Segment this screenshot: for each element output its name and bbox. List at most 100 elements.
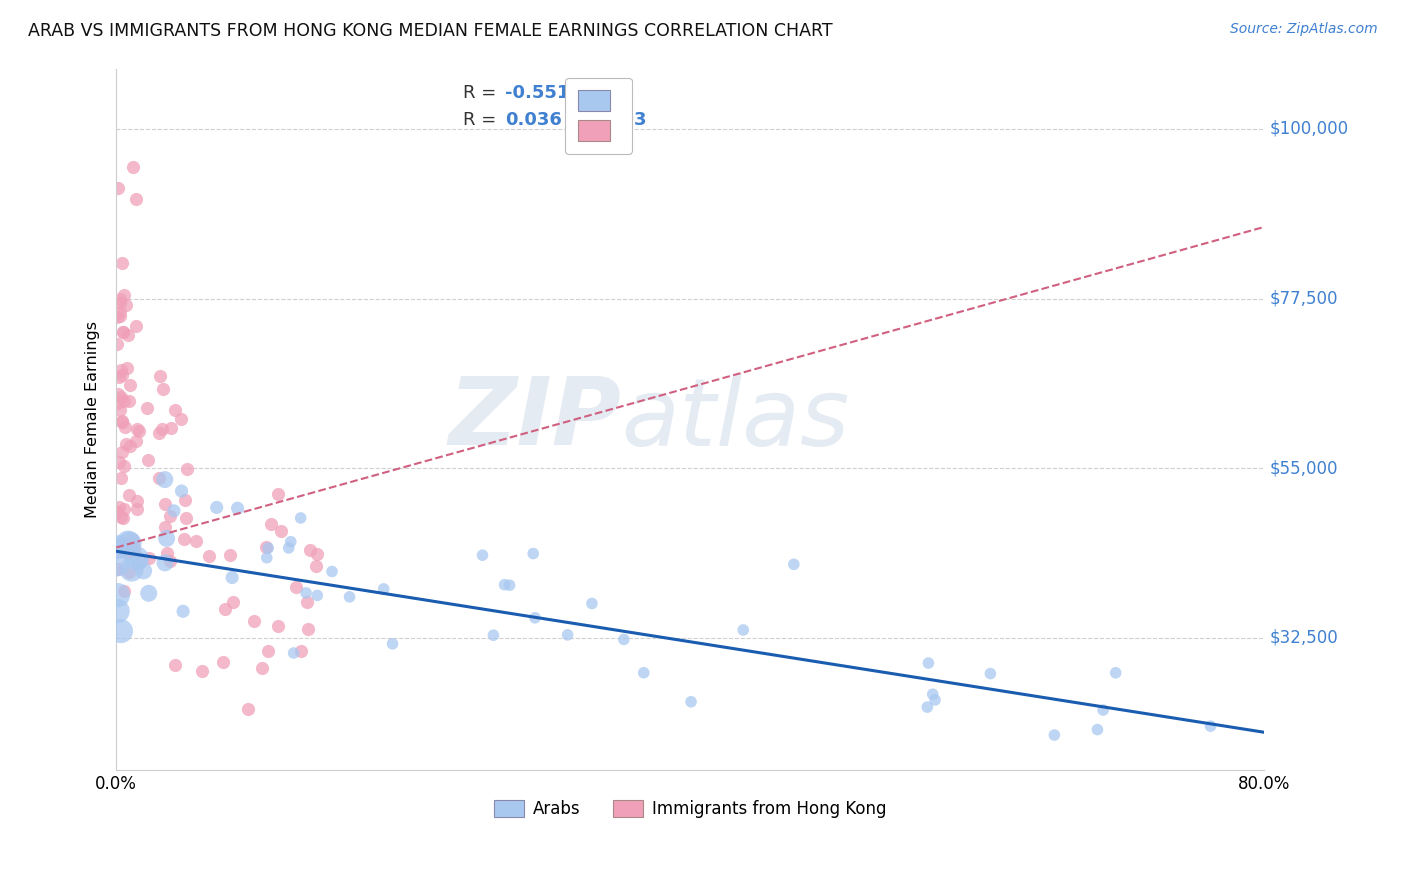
Point (110, 309, 132, 323)
Point (118, 488, 141, 502)
Point (148, 470, 170, 484)
Point (110, 255, 132, 269)
Point (153, 473, 176, 487)
Text: 0.036: 0.036 (505, 111, 562, 128)
Point (381, 637, 404, 651)
Point (471, 548, 494, 562)
Point (305, 547, 328, 561)
Point (105, 310, 128, 324)
Point (211, 655, 233, 669)
Point (118, 566, 141, 580)
Point (112, 502, 135, 516)
Point (110, 624, 132, 638)
Text: Source: ZipAtlas.com: Source: ZipAtlas.com (1230, 22, 1378, 37)
Point (150, 422, 173, 436)
Point (122, 541, 145, 555)
Point (159, 508, 181, 523)
Point (121, 563, 143, 577)
Point (105, 544, 128, 558)
Y-axis label: Median Female Earnings: Median Female Earnings (86, 321, 100, 517)
Point (1199, 719, 1222, 733)
Point (105, 337, 128, 351)
Point (260, 516, 283, 531)
Point (111, 537, 134, 551)
Point (170, 483, 193, 498)
Point (257, 644, 280, 658)
Point (581, 597, 603, 611)
Point (917, 700, 939, 714)
Text: 103: 103 (610, 111, 647, 128)
Point (118, 439, 141, 453)
Point (107, 370, 129, 384)
Point (108, 455, 131, 469)
Point (111, 511, 134, 525)
Point (107, 541, 129, 555)
Point (1087, 723, 1109, 737)
Point (557, 628, 579, 642)
Point (110, 363, 132, 377)
Point (138, 586, 160, 600)
Point (125, 192, 148, 206)
Point (339, 590, 361, 604)
Point (148, 369, 170, 384)
Point (115, 298, 138, 312)
Text: atlas: atlas (621, 374, 849, 465)
Point (1104, 665, 1126, 680)
Point (191, 664, 214, 678)
Point (153, 497, 176, 511)
Text: R =: R = (463, 111, 496, 128)
Point (524, 611, 547, 625)
Point (135, 401, 157, 416)
Point (1043, 728, 1066, 742)
Point (482, 628, 505, 642)
Point (155, 520, 177, 534)
Point (127, 557, 149, 571)
Point (105, 505, 128, 519)
Point (173, 532, 195, 546)
Point (110, 471, 132, 485)
Text: N =: N = (574, 84, 607, 102)
Point (107, 588, 129, 602)
Point (373, 582, 395, 596)
Point (1092, 703, 1115, 717)
Point (128, 553, 150, 567)
Point (256, 550, 278, 565)
Point (159, 554, 181, 568)
Point (290, 511, 312, 525)
Point (112, 459, 135, 474)
Point (125, 434, 148, 449)
Text: $77,500: $77,500 (1270, 290, 1339, 308)
Point (108, 292, 131, 306)
Point (250, 661, 273, 675)
Point (290, 644, 312, 658)
Point (172, 604, 194, 618)
Point (128, 424, 150, 438)
Point (121, 532, 143, 546)
Point (280, 534, 302, 549)
Point (173, 493, 195, 508)
Point (921, 687, 943, 701)
Point (163, 657, 186, 672)
Point (176, 462, 198, 476)
Point (120, 377, 142, 392)
Point (226, 501, 249, 516)
Point (163, 504, 186, 518)
Legend: Arabs, Immigrants from Hong Kong: Arabs, Immigrants from Hong Kong (488, 793, 893, 825)
Point (127, 493, 149, 508)
Point (125, 422, 148, 436)
Point (156, 532, 179, 546)
Point (295, 595, 318, 609)
Point (111, 445, 134, 459)
Point (924, 693, 946, 707)
Point (267, 486, 290, 500)
Point (498, 578, 520, 592)
Text: $55,000: $55,000 (1270, 459, 1339, 477)
Point (107, 558, 129, 572)
Point (136, 453, 159, 467)
Point (305, 559, 328, 574)
Point (107, 181, 129, 195)
Point (242, 614, 264, 628)
Point (107, 387, 129, 401)
Text: ARAB VS IMMIGRANTS FROM HONG KONG MEDIAN FEMALE EARNINGS CORRELATION CHART: ARAB VS IMMIGRANTS FROM HONG KONG MEDIAN… (28, 22, 832, 40)
Point (117, 393, 139, 408)
